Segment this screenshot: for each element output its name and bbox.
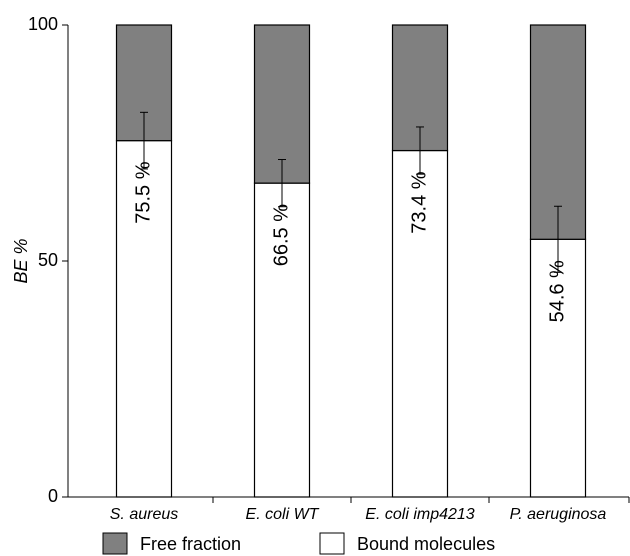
x-tick-label: E. coli imp4213 [365, 506, 474, 523]
x-tick-label: E. coli WT [246, 506, 320, 523]
legend-swatch [102, 532, 128, 555]
bar-segment [115, 140, 173, 498]
x-tick-label: S. aureus [110, 506, 178, 523]
value-label: 73.4 % [408, 171, 430, 233]
y-tick-label: 0 [48, 486, 58, 506]
bar-segment [253, 24, 311, 184]
bar-segment [391, 149, 449, 498]
value-label: 75.5 % [132, 161, 154, 223]
value-label: 54.6 % [546, 260, 568, 322]
bar-segment [253, 182, 311, 498]
y-tick-label: 100 [28, 14, 58, 34]
value-label: 66.5 % [270, 204, 292, 266]
legend-label: Bound molecules [357, 534, 495, 554]
y-tick-label: 50 [38, 250, 58, 270]
x-tick-label: P. aeruginosa [510, 506, 607, 523]
legend-label: Free fraction [140, 534, 241, 554]
bar-segment [529, 24, 587, 240]
y-axis-label: BE % [11, 238, 31, 283]
legend-swatch [319, 532, 345, 555]
